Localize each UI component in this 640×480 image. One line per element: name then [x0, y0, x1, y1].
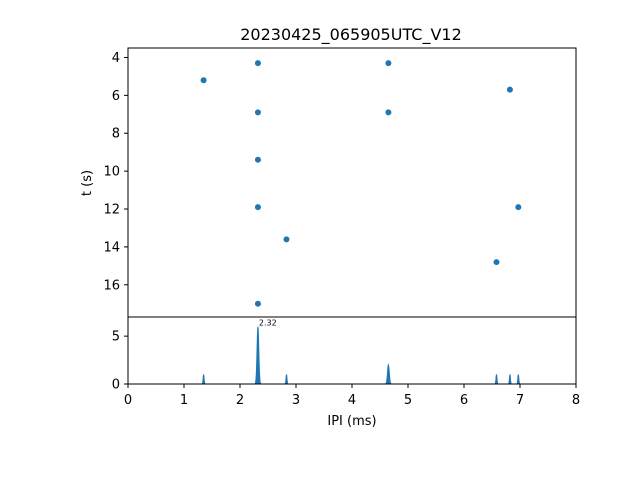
scatter-point [385, 109, 392, 116]
xtick-label: 6 [460, 393, 468, 408]
scatter-point [385, 60, 392, 67]
bottom-xticks: 0 1 2 3 4 5 6 7 8 [124, 384, 580, 408]
xtick-label: 8 [572, 393, 580, 408]
top-ytick-label: 10 [103, 165, 120, 180]
scatter-point [515, 204, 522, 211]
top-ylabel: t (s) [80, 170, 95, 196]
scatter-point [254, 300, 261, 307]
top-ytick-label: 6 [112, 89, 120, 104]
scatter-point [493, 259, 500, 266]
xtick-label: 4 [348, 393, 356, 408]
peak-label: 2.32 [259, 319, 277, 328]
xtick-label: 7 [516, 393, 524, 408]
xtick-label: 5 [404, 393, 412, 408]
top-ytick-label: 12 [103, 203, 120, 218]
xtick-label: 1 [180, 393, 188, 408]
top-ytick-label: 8 [112, 127, 120, 142]
scatter-point [254, 156, 261, 163]
top-ytick-label: 4 [112, 51, 120, 66]
top-ytick-label: 14 [103, 240, 120, 255]
scatter-point [506, 86, 513, 93]
bottom-yticks: 05 [112, 330, 128, 393]
top-ytick-label: 16 [103, 278, 120, 293]
top-points [200, 60, 522, 307]
scatter-point [254, 60, 261, 67]
bottom-ytick-label: 0 [112, 378, 120, 393]
scatter-point [283, 236, 290, 243]
bottom-axes-frame [127, 316, 577, 385]
chart-title: 20230425_065905UTC_V12 [240, 25, 462, 45]
bottom-xlabel: IPI (ms) [327, 414, 376, 429]
bottom-ytick-label: 5 [112, 330, 120, 345]
top-panel: 4 6 8 10 12 14 16 t (s) [80, 47, 577, 318]
top-yticks: 4 6 8 10 12 14 16 [103, 51, 128, 293]
scatter-point [254, 204, 261, 211]
scatter-point [200, 77, 207, 84]
scatter-point [254, 109, 261, 116]
xtick-label: 0 [124, 393, 132, 408]
ipi-histogram-area [128, 326, 576, 385]
xtick-label: 3 [292, 393, 300, 408]
xtick-label: 2 [236, 393, 244, 408]
